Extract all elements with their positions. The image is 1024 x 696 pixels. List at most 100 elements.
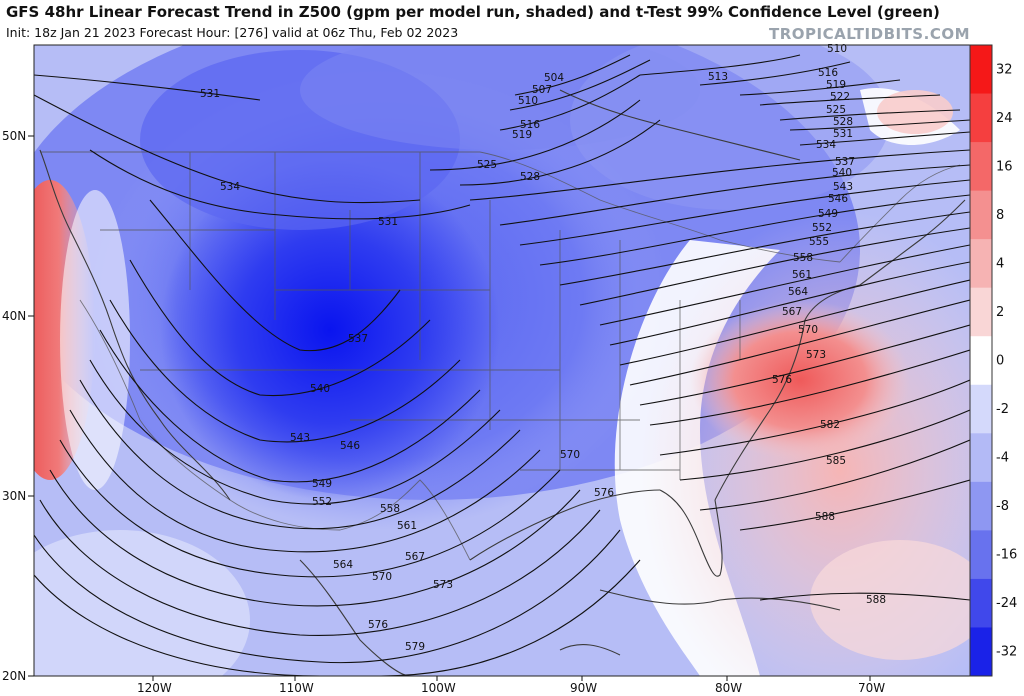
contour-label: 543 [290,432,310,444]
colorbar-frame [969,44,993,677]
colorbar-swatch [970,190,992,240]
contour-label: 510 [827,43,847,55]
lon-label-120w: 120W [137,681,172,695]
contour-label: 561 [397,520,417,532]
contour-label: 531 [378,216,398,228]
contour-label: 519 [512,129,532,141]
colorbar-label: 24 [996,111,1013,126]
contour-label: 573 [433,579,453,591]
contour-label: 570 [798,324,818,336]
colorbar-label: -2 [996,402,1009,417]
lat-label-20n: 20N [2,669,26,683]
contour-label: 510 [518,95,538,107]
watermark: TROPICALTIDBITS.COM [769,25,970,43]
lat-label-40n: 40N [2,309,26,323]
colorbar-swatch [970,627,992,677]
contour-label: 540 [832,167,852,179]
contour-label: 519 [826,79,846,91]
contour-label: 549 [818,208,838,220]
lon-label-90w: 90W [570,681,597,695]
lat-label-50n: 50N [2,129,26,143]
contour-label: 588 [866,594,886,606]
chart-title: GFS 48hr Linear Forecast Trend in Z500 (… [6,3,940,21]
colorbar-swatch [970,93,992,143]
borders-layer [40,151,961,561]
contour-label: 579 [405,641,425,653]
contour-label: 576 [594,487,614,499]
contour-label: 570 [372,571,392,583]
contour-label: 540 [310,383,330,395]
contour-label: 576 [368,619,388,631]
contour-label: 522 [830,91,850,103]
colorbar-swatch [970,336,992,386]
contour-label: 525 [826,104,846,116]
colorbar-swatch [970,239,992,289]
contour-label: 582 [820,419,840,431]
colorbar-label: -32 [996,645,1017,660]
lat-label-30n: 30N [2,489,26,503]
contour-label: 558 [793,252,813,264]
contour-label: 543 [833,181,853,193]
latitude-axis: 50N 40N 30N 20N [2,129,34,683]
contour-label: 516 [520,119,540,131]
colorbar-swatch [970,45,992,95]
colorbar-swatch [970,384,992,434]
colorbar-label: 8 [996,208,1004,223]
colorbar-swatch [970,578,992,628]
colorbar-swatch [970,530,992,580]
contour-label: 534 [220,181,240,193]
contour-label: 513 [708,71,728,83]
contour-label: 528 [520,171,540,183]
colorbar-label: 4 [996,256,1004,271]
contour-label: 549 [312,478,332,490]
colorbar-label: 16 [996,159,1013,174]
colorbar-swatch [970,433,992,483]
colorbar-label: -4 [996,451,1009,466]
contour-label: 552 [812,222,832,234]
contour-label: 516 [818,67,838,79]
contour-layer [34,54,970,676]
contour-label: 534 [816,139,836,151]
colorbar-label: -24 [996,596,1017,611]
colorbar-label: -8 [996,499,1009,514]
contour-label: 567 [782,306,802,318]
lon-label-70w: 70W [858,681,885,695]
contour-label: 537 [348,333,368,345]
colorbar-label: 2 [996,305,1004,320]
contour-label: 546 [340,440,360,452]
lon-label-80w: 80W [715,681,742,695]
contour-label: 531 [833,128,853,140]
contour-label: 525 [477,159,497,171]
contour-label: 561 [792,269,812,281]
contour-label: 576 [772,374,792,386]
contour-label: 531 [200,88,220,100]
colorbar-swatch [970,142,992,192]
lon-label-100w: 100W [421,681,456,695]
colorbar-label: 32 [996,62,1013,77]
chart-subtitle: Init: 18z Jan 21 2023 Forecast Hour: [27… [6,25,459,40]
contour-label: 528 [833,116,853,128]
contour-label: 504 [544,72,564,84]
contour-label: 573 [806,349,826,361]
contour-label: 558 [380,503,400,515]
colorbar: 32 24 16 8 4 2 0 -2 -4 -8 -16 -24 -32 [969,44,1017,677]
contour-label: 555 [809,236,829,248]
contour-label: 546 [828,193,848,205]
contour-label: 552 [312,496,332,508]
colorbar-swatch [970,481,992,531]
colorbar-swatch [970,287,992,337]
colorbar-label: -16 [996,548,1017,563]
contour-label: 570 [560,449,580,461]
contour-label: 588 [815,511,835,523]
contour-label: 537 [835,156,855,168]
lon-label-110w: 110W [279,681,314,695]
contour-label: 567 [405,551,425,563]
contour-label: 585 [826,455,846,467]
contour-label: 507 [532,84,552,96]
contour-label: 564 [788,286,808,298]
contour-labels: 5315345315375405435465495525585615645675… [200,43,886,653]
longitude-axis: 120W 110W 100W 90W 80W 70W [137,676,885,695]
colorbar-label: 0 [996,354,1004,369]
